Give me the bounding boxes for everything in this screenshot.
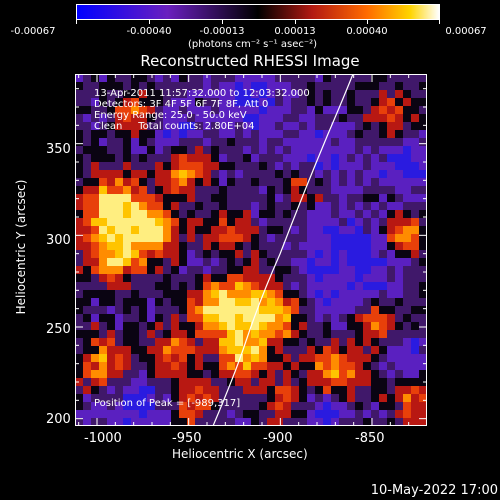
- y-tick-label: 300: [46, 233, 71, 248]
- info-line-counts: Clean Total counts: 2.80E+04: [94, 121, 255, 132]
- colorbar-label: -0.00067: [10, 26, 56, 37]
- y-tick-label: 350: [46, 142, 71, 157]
- heatmap-image: [75, 74, 427, 426]
- colorbar-units: (photons cm⁻² s⁻¹ asec⁻²): [188, 39, 318, 50]
- info-line-time: 13-Apr-2011 11:57:32.000 to 12:03:32.000: [94, 88, 310, 99]
- x-tick-label: -900: [263, 431, 293, 446]
- plot-title: Reconstructed RHESSI Image: [140, 52, 360, 70]
- colorbar-tick: [149, 20, 150, 24]
- plot-frame: [75, 74, 427, 426]
- info-line-detectors: Detectors: 3F 4F 5F 6F 7F 8F, Att 0: [94, 99, 269, 110]
- y-tick-label: 250: [46, 322, 71, 337]
- colorbar-label: 0.00067: [445, 26, 487, 37]
- colorbar-label: 0.00013: [274, 26, 316, 37]
- colorbar-tick: [222, 20, 223, 24]
- x-axis-label: Heliocentric X (arcsec): [172, 447, 308, 461]
- colorbar-tick: [76, 20, 77, 24]
- info-line-energy: Energy Range: 25.0 - 50.0 keV: [94, 110, 247, 121]
- y-axis-label: Heliocentric Y (arcsec): [14, 179, 28, 315]
- x-tick-label: -1000: [84, 431, 122, 446]
- peak-position-label: Position of Peak = [-989,317]: [94, 398, 241, 409]
- colorbar: [76, 4, 440, 20]
- colorbar-tick: [367, 20, 368, 24]
- solar-image-plot: [75, 74, 427, 426]
- x-tick-label: -950: [172, 431, 202, 446]
- colorbar-label: -0.00040: [126, 26, 172, 37]
- solar-limb-line: [212, 74, 354, 426]
- plot-timestamp: 10-May-2022 17:00: [370, 483, 498, 498]
- colorbar-tick: [439, 20, 440, 24]
- x-tick-label: -850: [355, 431, 385, 446]
- y-tick-label: 200: [46, 412, 71, 427]
- colorbar-tick: [295, 20, 296, 24]
- colorbar-label: 0.00040: [346, 26, 388, 37]
- colorbar-label: -0.00013: [199, 26, 245, 37]
- axis-ticks: [75, 74, 427, 426]
